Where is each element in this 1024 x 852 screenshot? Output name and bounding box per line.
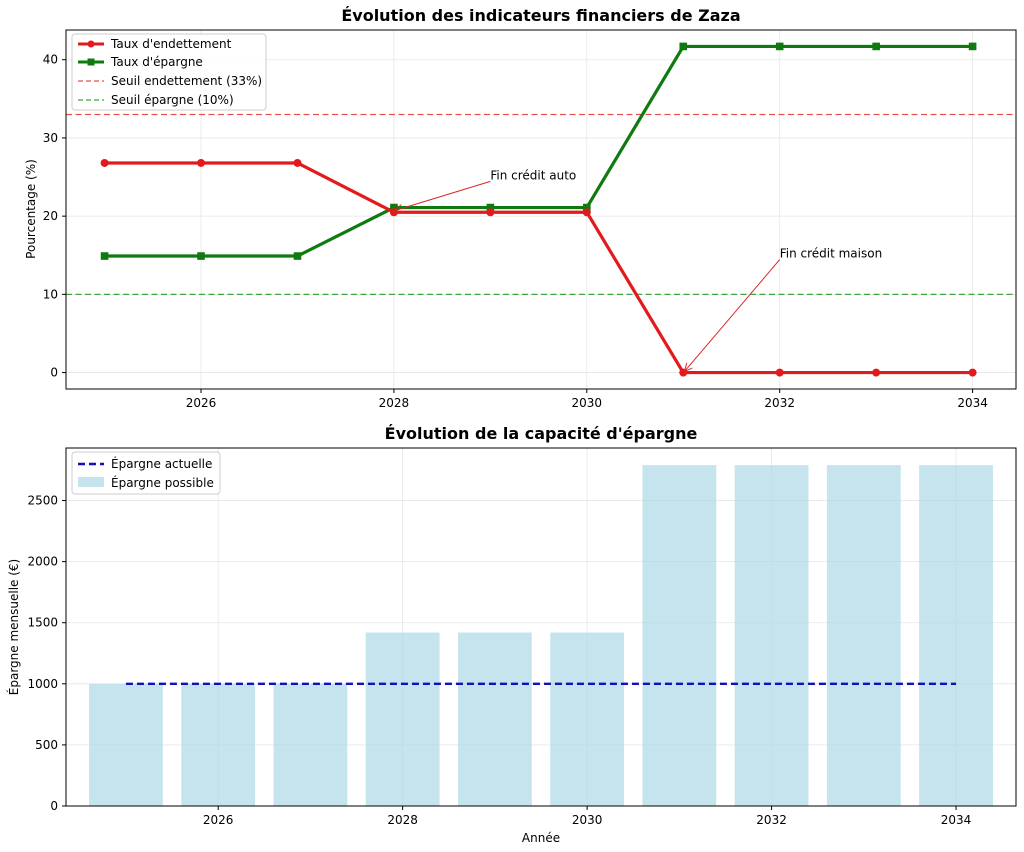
chart2-legend: Épargne actuelle Épargne possible	[71, 451, 221, 495]
chart1-y-axis-label: Pourcentage (%)	[24, 159, 38, 259]
chart2-y-tick-label: 2500	[27, 494, 58, 508]
savings-possible-bar	[457, 632, 532, 806]
chart-indicators: Évolution des indicateurs financiers de …	[24, 6, 1017, 410]
chart2-y-tick-label: 2000	[27, 555, 58, 569]
chart1-x-tick-label: 2034	[957, 396, 988, 410]
chart2-bars	[89, 465, 993, 806]
chart1-legend-marker-savings	[87, 58, 95, 66]
savings-possible-bar	[734, 465, 809, 806]
savings-possible-bar	[919, 465, 993, 806]
debt-rate-point	[775, 368, 784, 377]
chart2-legend-label-current: Épargne actuelle	[111, 456, 212, 471]
chart1-x-tick-label: 2028	[379, 396, 410, 410]
savings-rate-point	[293, 252, 302, 260]
chart1-legend-label-debt: Taux d'endettement	[110, 37, 232, 51]
chart1-y-tick-label: 10	[43, 287, 58, 301]
chart-savings-capacity: Évolution de la capacité d'épargne 2026 2…	[6, 424, 1017, 845]
chart1-y-tick-label: 30	[43, 131, 58, 145]
chart1-title: Évolution des indicateurs financiers de …	[341, 6, 740, 25]
annotation-car-loan-arrow	[396, 180, 491, 210]
chart1-annotations: Fin crédit auto Fin crédit maison	[396, 168, 882, 370]
chart2-x-tick-label: 2026	[203, 813, 234, 827]
chart2-y-ticks: 0 500 1000 1500 2000 2500	[27, 494, 66, 813]
chart2-legend-swatch-possible	[78, 477, 104, 487]
chart2-x-ticks: 2026 2028 2030 2032 2034	[203, 806, 971, 827]
annotation-house-loan-label: Fin crédit maison	[780, 247, 882, 261]
debt-rate-point	[582, 208, 591, 217]
chart2-title: Évolution de la capacité d'épargne	[385, 424, 698, 443]
savings-rate-point	[583, 203, 591, 212]
chart2-y-tick-label: 500	[35, 738, 58, 752]
chart1-y-ticks: 0 10 20 30 40	[43, 53, 66, 380]
savings-rate-point	[197, 252, 205, 260]
debt-rate-point	[872, 368, 881, 377]
chart1-legend-label-savings: Taux d'épargne	[110, 55, 203, 69]
chart1-y-tick-label: 20	[43, 209, 58, 223]
debt-rate-point	[486, 208, 495, 217]
savings-possible-bar	[826, 465, 901, 806]
chart1-legend-label-savings-threshold: Seuil épargne (10%)	[111, 93, 234, 107]
chart2-y-tick-label: 1000	[27, 677, 58, 691]
chart2-legend-label-possible: Épargne possible	[111, 475, 214, 490]
chart2-x-tick-label: 2028	[387, 813, 418, 827]
savings-rate-point	[775, 42, 784, 51]
savings-possible-bar	[365, 632, 440, 806]
savings-possible-bar	[89, 683, 163, 806]
chart2-y-tick-label: 1500	[27, 616, 58, 630]
savings-rate-point	[679, 42, 688, 51]
chart1-plot-frame	[65, 29, 1017, 390]
chart1-y-tick-label: 40	[43, 53, 58, 67]
chart1-y-tick-label: 0	[50, 366, 58, 380]
debt-rate-point	[968, 368, 977, 377]
chart2-x-tick-label: 2032	[756, 813, 787, 827]
savings-rate-point	[486, 203, 495, 212]
chart1-legend: Taux d'endettement Taux d'épargne Seuil …	[71, 33, 267, 111]
chart1-x-ticks: 2026 2028 2030 2032 2034	[186, 389, 988, 410]
debt-rate-line	[104, 161, 973, 375]
chart2-x-tick-label: 2034	[941, 813, 972, 827]
chart1-threshold-lines	[66, 113, 1016, 296]
savings-possible-bar	[550, 632, 625, 806]
annotation-house-loan-arrow	[685, 259, 781, 371]
chart2-y-axis-label: Épargne mensuelle (€)	[6, 559, 21, 695]
chart1-legend-frame	[71, 33, 267, 111]
chart1-legend-label-debt-threshold: Seuil endettement (33%)	[111, 74, 262, 88]
chart1-x-tick-label: 2026	[186, 396, 217, 410]
chart1-x-tick-label: 2030	[572, 396, 603, 410]
savings-rate-point	[872, 42, 880, 51]
debt-rate-point	[389, 208, 398, 217]
chart2-y-tick-label: 0	[50, 799, 58, 813]
annotation-car-loan-label: Fin crédit auto	[490, 168, 576, 182]
chart1-x-tick-label: 2032	[764, 396, 795, 410]
debt-rate-point	[100, 158, 109, 167]
savings-rate-point	[100, 252, 109, 260]
savings-rate-line	[104, 44, 973, 258]
chart2-x-axis-label: Année	[522, 831, 560, 845]
chart2-plot-frame	[65, 447, 1017, 807]
debt-rate-point	[293, 158, 302, 167]
savings-possible-bar	[273, 683, 348, 806]
savings-possible-bar	[642, 465, 717, 806]
chart1-legend-marker-debt	[87, 40, 95, 48]
savings-rate-point	[968, 42, 977, 51]
chart2-x-tick-label: 2030	[572, 813, 603, 827]
chart2-legend-frame	[71, 451, 221, 495]
debt-rate-point	[197, 158, 206, 167]
savings-possible-bar	[181, 683, 256, 806]
